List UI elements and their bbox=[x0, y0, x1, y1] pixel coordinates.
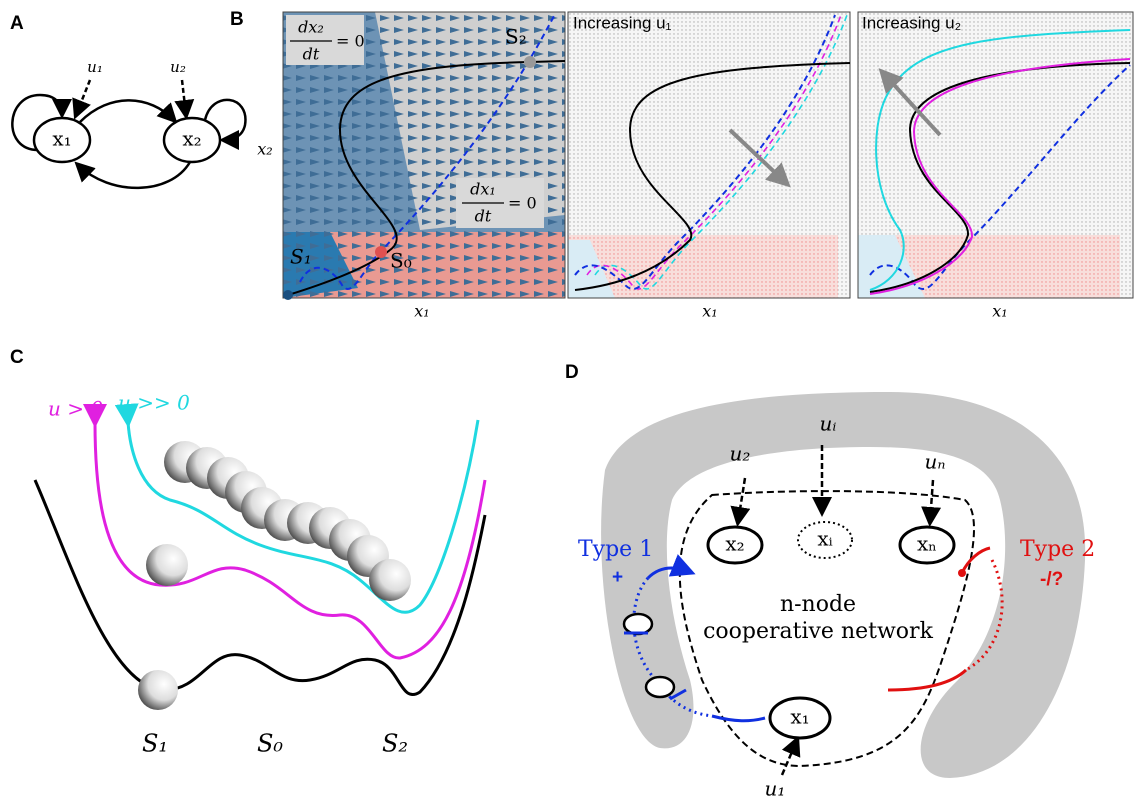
node-label: x₁ bbox=[790, 705, 809, 729]
curve-label: u > 0 bbox=[48, 397, 103, 421]
panel-title: Increasing u₁ bbox=[573, 13, 672, 32]
fraction-rhs: = 0 bbox=[508, 194, 537, 213]
input-label: u₂ bbox=[170, 58, 186, 76]
curve-label: u >> 0 bbox=[118, 391, 190, 415]
figure: A B C D x₁ x₂ u₁ u₂ dx₂ dt = 0 dx₁ dt = … bbox=[0, 0, 1135, 803]
panel-label: B bbox=[230, 9, 244, 30]
type-sign: -/? bbox=[1040, 569, 1063, 590]
panel-label: D bbox=[565, 362, 579, 383]
fraction-denominator: dt bbox=[303, 45, 320, 64]
node-label: xₙ bbox=[917, 532, 937, 556]
state-label: S₂ bbox=[382, 730, 408, 758]
phase-plane-2 bbox=[568, 12, 850, 298]
fraction-numerator: dx₂ bbox=[298, 18, 324, 37]
node-label: xᵢ bbox=[817, 527, 832, 551]
network-label: cooperative network bbox=[703, 619, 933, 644]
panel-title: Increasing u₂ bbox=[862, 13, 961, 32]
phase-plane-1 bbox=[283, 12, 565, 300]
panel-label: A bbox=[10, 13, 24, 34]
x-axis-label: x₁ bbox=[992, 302, 1007, 321]
x-axis-label: x₁ bbox=[414, 302, 429, 321]
state-label: S₂ bbox=[505, 25, 527, 49]
node-label: x₂ bbox=[182, 127, 201, 151]
panel-label: C bbox=[10, 347, 24, 368]
fraction-denominator: dt bbox=[475, 207, 492, 226]
input-label: uᵢ bbox=[820, 412, 837, 436]
input-label: u₁ bbox=[87, 58, 103, 76]
landscapes bbox=[35, 420, 485, 695]
phase-plane-3 bbox=[858, 12, 1133, 298]
network-label: n-node bbox=[780, 592, 856, 617]
input-label: u₁ bbox=[765, 777, 786, 801]
x-axis-label: x₁ bbox=[702, 302, 717, 321]
state-label: S₁ bbox=[290, 245, 312, 269]
type-label: Type 2 bbox=[1020, 537, 1095, 562]
y-axis-label: x₂ bbox=[257, 140, 272, 159]
context-blob bbox=[601, 392, 1085, 778]
state-label: S₁ bbox=[142, 730, 168, 758]
fraction-numerator: dx₁ bbox=[470, 180, 496, 199]
node-label: x₂ bbox=[725, 532, 744, 556]
type-sign: + bbox=[612, 567, 623, 588]
fraction-rhs: = 0 bbox=[336, 32, 365, 51]
state-label: S₀ bbox=[257, 730, 283, 758]
input-label: u₂ bbox=[730, 442, 751, 466]
state-label: S₀ bbox=[390, 249, 412, 273]
type-label: Type 1 bbox=[578, 537, 653, 562]
input-label: uₙ bbox=[925, 450, 946, 474]
node-label: x₁ bbox=[52, 127, 71, 151]
